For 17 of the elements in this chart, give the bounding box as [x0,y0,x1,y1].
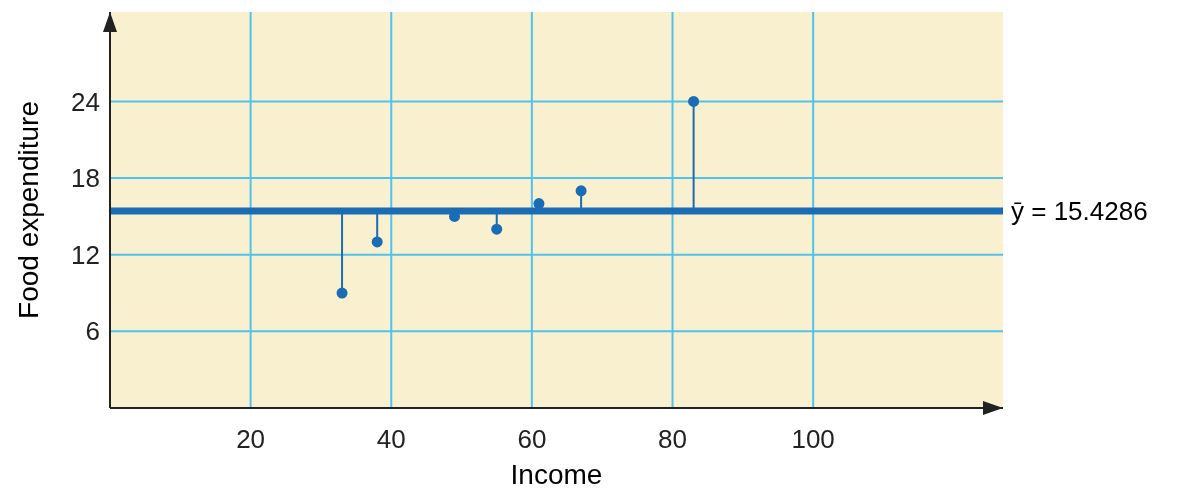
y-tick-label: 12 [71,239,100,270]
y-axis-title: Food expenditure [13,101,44,319]
x-tick-label: 20 [236,424,266,454]
x-tick-label: 80 [658,424,687,454]
x-tick-label: 100 [791,424,835,454]
point [575,185,587,197]
point [688,95,700,107]
x-tick-label: 60 [517,424,547,454]
ref-line-label: ȳ = 15.4286 [1011,196,1148,227]
x-axis-title: Income [510,459,603,490]
x-tick-label: 40 [376,424,406,454]
y-tick-label: 18 [71,163,100,194]
point [491,223,503,235]
point [371,236,383,248]
point [336,287,348,299]
y-tick-label: 24 [71,86,100,117]
y-tick-label: 6 [85,316,100,347]
